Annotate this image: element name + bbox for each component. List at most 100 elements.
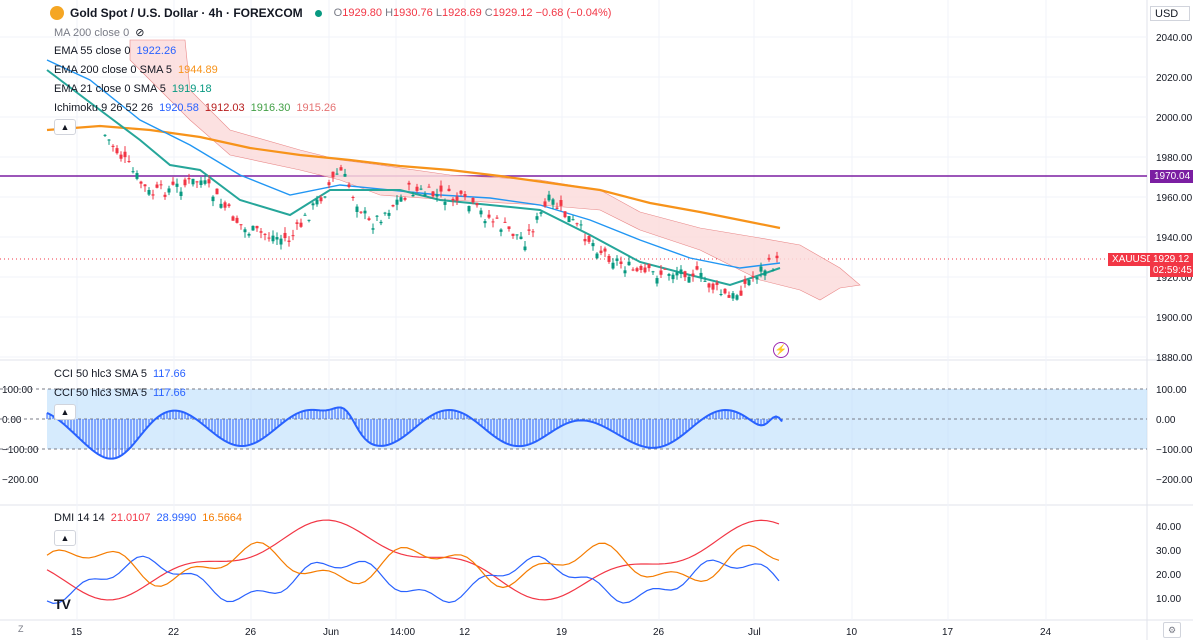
candle-body <box>687 276 691 283</box>
candle-body <box>383 212 387 214</box>
candle-body <box>751 276 755 278</box>
candle-body <box>515 234 519 236</box>
candle-body <box>439 185 443 192</box>
candle-body <box>767 257 771 260</box>
symbol-title[interactable]: Gold Spot / U.S. Dollar · 4h · FOREXCOM <box>70 6 303 20</box>
candle-body <box>103 134 107 136</box>
candle-body <box>459 190 463 194</box>
candle-body <box>171 181 175 185</box>
candle-body <box>507 226 511 229</box>
candle-body <box>259 231 263 233</box>
candle-body <box>215 188 219 195</box>
candle-body <box>111 145 115 147</box>
indicator-ema200[interactable]: EMA 200 close 0 SMA 5 1944.89 <box>54 64 218 76</box>
candle-body <box>415 186 419 191</box>
collapse-cci-button[interactable]: ▲ <box>54 404 76 420</box>
ema21-line <box>46 69 781 287</box>
timezone-button[interactable]: Z <box>18 624 24 634</box>
lightning-event-icon[interactable]: ⚡ <box>773 342 789 358</box>
indicator-value: 1912.03 <box>204 102 245 114</box>
candle-body <box>463 194 467 197</box>
indicator-value: 1920.58 <box>159 102 199 114</box>
price-tick-label: 1900.00 <box>1156 313 1193 324</box>
candle-body <box>467 206 471 212</box>
candle-body <box>707 283 711 288</box>
candle-body <box>747 280 751 286</box>
collapse-dmi-button[interactable]: ▲ <box>54 530 76 546</box>
candle-body <box>531 231 535 233</box>
candle-body <box>647 264 651 269</box>
candle-body <box>619 261 623 264</box>
indicator-value: 117.66 <box>152 387 186 399</box>
candle-body <box>559 200 563 206</box>
candle-body <box>503 221 507 223</box>
candle-body <box>143 184 147 187</box>
candle-body <box>379 221 383 224</box>
candle-body <box>475 203 479 206</box>
hide-eye-icon[interactable]: ⊘ <box>135 27 145 39</box>
cci-legend[interactable]: CCI 50 hlc3 SMA 5 117.66 <box>54 368 186 380</box>
symbol-tag: XAUUSD <box>1108 253 1158 266</box>
candle-body <box>519 236 523 240</box>
indicator-label: Ichimoku 9 26 52 26 <box>54 102 154 114</box>
candle-body <box>199 180 203 185</box>
candle-body <box>119 154 123 159</box>
ichimoku-cloud <box>129 39 861 301</box>
candle-body <box>591 243 595 247</box>
candle-body <box>411 195 415 197</box>
indicator-value: 28.9990 <box>156 512 197 524</box>
high-label: H <box>385 7 394 19</box>
candle-body <box>335 173 339 175</box>
candle-body <box>671 274 675 280</box>
indicator-ma200[interactable]: MA 200 close 0 ⊘ <box>54 26 145 40</box>
indicator-value: 1916.30 <box>250 102 291 114</box>
price-tick-label: 1980.00 <box>1156 153 1193 164</box>
candle-body <box>607 255 611 262</box>
candle-body <box>739 290 743 296</box>
cci-tick-label: 100.00 <box>1156 385 1187 396</box>
time-axis-label: 15 <box>71 627 83 638</box>
candle-body <box>159 184 163 186</box>
candle-body <box>203 180 207 184</box>
dmi-tick-label: 40.00 <box>1156 522 1181 533</box>
low-label: L <box>435 7 442 19</box>
candle-body <box>587 236 591 242</box>
collapse-legend-button[interactable]: ▲ <box>54 119 76 135</box>
indicator-label: EMA 200 close 0 SMA 5 <box>54 64 173 76</box>
open-value: 1929.80 <box>342 7 382 19</box>
indicator-value: 117.66 <box>152 368 186 380</box>
cci-legend-2[interactable]: CCI 50 hlc3 SMA 5 117.66 <box>54 387 186 399</box>
indicator-ema21[interactable]: EMA 21 close 0 SMA 5 1919.18 <box>54 83 212 95</box>
candle-body <box>227 204 231 207</box>
candle-body <box>571 219 575 221</box>
dmi-legend[interactable]: DMI 14 14 21.0107 28.9990 16.5664 <box>54 512 242 524</box>
candle-body <box>551 199 555 205</box>
candle-body <box>527 229 531 231</box>
candle-body <box>695 266 699 270</box>
cci-line <box>46 406 783 460</box>
candle-body <box>775 255 779 259</box>
time-axis-label: 24 <box>1040 627 1052 638</box>
indicator-ichimoku[interactable]: Ichimoku 9 26 52 26 1920.58 1912.03 1916… <box>54 102 336 114</box>
gear-icon[interactable]: ⚙ <box>1163 622 1181 638</box>
candle-body <box>599 250 603 254</box>
candle-body <box>167 188 171 193</box>
candle-body <box>343 173 347 177</box>
low-value: 1928.69 <box>441 7 482 19</box>
candle-body <box>251 225 255 231</box>
candle-body <box>331 171 335 178</box>
candle-body <box>235 217 239 223</box>
candle-body <box>219 203 223 208</box>
candle-body <box>539 212 543 214</box>
indicator-ema55[interactable]: EMA 55 close 0 1922.26 <box>54 45 176 57</box>
time-axis-label: 14:00 <box>390 627 415 638</box>
candle-body <box>115 148 119 154</box>
last-price-tag: 1929.12 02:59:45 <box>1150 253 1193 277</box>
candle-body <box>567 216 571 223</box>
bar-countdown: 02:59:45 <box>1153 265 1192 276</box>
tradingview-logo[interactable]: TV <box>54 596 71 612</box>
indicator-value: 1915.26 <box>296 102 337 114</box>
currency-selector[interactable]: USD <box>1150 6 1190 21</box>
indicator-label: DMI 14 14 <box>54 512 105 524</box>
